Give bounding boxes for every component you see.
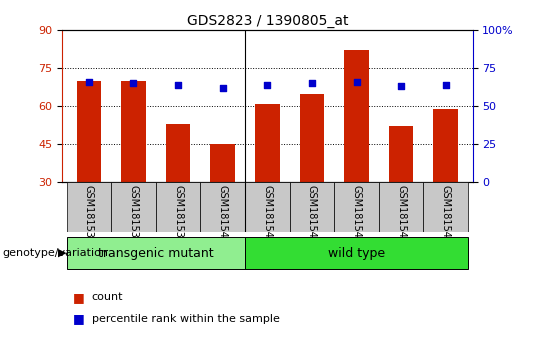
Bar — [345, 50, 369, 182]
Bar — [379, 182, 423, 232]
Title: GDS2823 / 1390805_at: GDS2823 / 1390805_at — [186, 14, 348, 28]
Text: GSM181539: GSM181539 — [173, 185, 183, 244]
Bar — [77, 81, 101, 182]
Bar — [423, 182, 468, 232]
Text: GSM181540: GSM181540 — [218, 185, 228, 244]
Text: ■: ■ — [73, 312, 85, 325]
Text: percentile rank within the sample: percentile rank within the sample — [92, 314, 280, 324]
Point — [174, 82, 183, 88]
Bar — [121, 81, 146, 182]
Point — [352, 79, 361, 85]
Point — [85, 79, 93, 85]
Point — [308, 80, 316, 86]
Bar — [111, 182, 156, 232]
Text: GSM181541: GSM181541 — [262, 185, 272, 244]
Text: GSM181543: GSM181543 — [352, 185, 361, 244]
Bar — [166, 124, 191, 182]
Bar — [66, 237, 245, 269]
Bar — [334, 182, 379, 232]
Bar — [434, 109, 458, 182]
Text: GSM181544: GSM181544 — [396, 185, 406, 244]
Bar — [255, 104, 280, 182]
Text: wild type: wild type — [328, 247, 385, 259]
Bar — [245, 182, 289, 232]
Bar — [245, 237, 468, 269]
Text: count: count — [92, 292, 123, 302]
Bar — [211, 144, 235, 182]
Bar — [300, 93, 324, 182]
Text: ▶: ▶ — [58, 248, 66, 258]
Bar — [289, 182, 334, 232]
Text: ■: ■ — [73, 291, 85, 304]
Point — [218, 85, 227, 91]
Text: GSM181538: GSM181538 — [129, 185, 138, 244]
Text: GSM181537: GSM181537 — [84, 185, 94, 244]
Point — [129, 80, 138, 86]
Bar — [156, 182, 200, 232]
Point — [397, 84, 406, 89]
Point — [263, 82, 272, 88]
Text: transgenic mutant: transgenic mutant — [98, 247, 214, 259]
Text: GSM181542: GSM181542 — [307, 185, 317, 244]
Bar — [389, 126, 414, 182]
Point — [441, 82, 450, 88]
Text: genotype/variation: genotype/variation — [3, 248, 109, 258]
Bar — [66, 182, 111, 232]
Text: GSM181545: GSM181545 — [441, 185, 451, 244]
Bar — [200, 182, 245, 232]
